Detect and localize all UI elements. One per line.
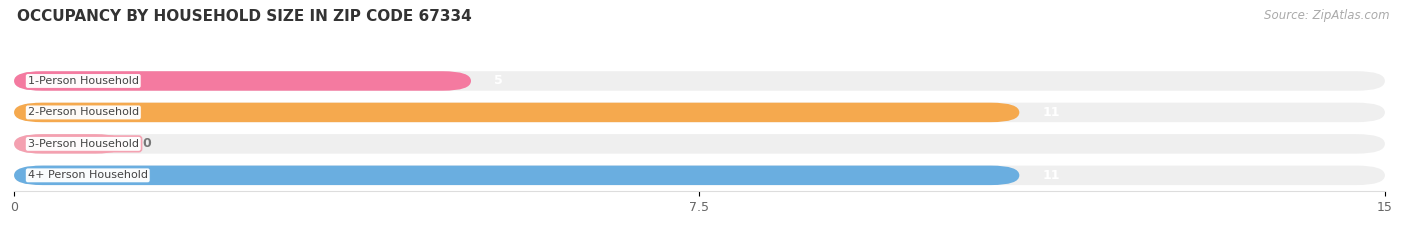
- Text: 11: 11: [1042, 169, 1060, 182]
- FancyBboxPatch shape: [14, 166, 1385, 185]
- FancyBboxPatch shape: [14, 103, 1019, 122]
- Text: 1-Person Household: 1-Person Household: [28, 76, 139, 86]
- FancyBboxPatch shape: [14, 71, 471, 91]
- Text: Source: ZipAtlas.com: Source: ZipAtlas.com: [1264, 9, 1389, 22]
- Text: OCCUPANCY BY HOUSEHOLD SIZE IN ZIP CODE 67334: OCCUPANCY BY HOUSEHOLD SIZE IN ZIP CODE …: [17, 9, 471, 24]
- FancyBboxPatch shape: [14, 166, 1019, 185]
- FancyBboxPatch shape: [14, 103, 1385, 122]
- Text: 11: 11: [1042, 106, 1060, 119]
- FancyBboxPatch shape: [14, 71, 1385, 91]
- FancyBboxPatch shape: [14, 134, 1385, 154]
- Text: 3-Person Household: 3-Person Household: [28, 139, 139, 149]
- FancyBboxPatch shape: [14, 134, 124, 154]
- Text: 0: 0: [142, 137, 150, 150]
- Text: 5: 5: [494, 75, 502, 87]
- Text: 2-Person Household: 2-Person Household: [28, 107, 139, 117]
- Text: 4+ Person Household: 4+ Person Household: [28, 170, 148, 180]
